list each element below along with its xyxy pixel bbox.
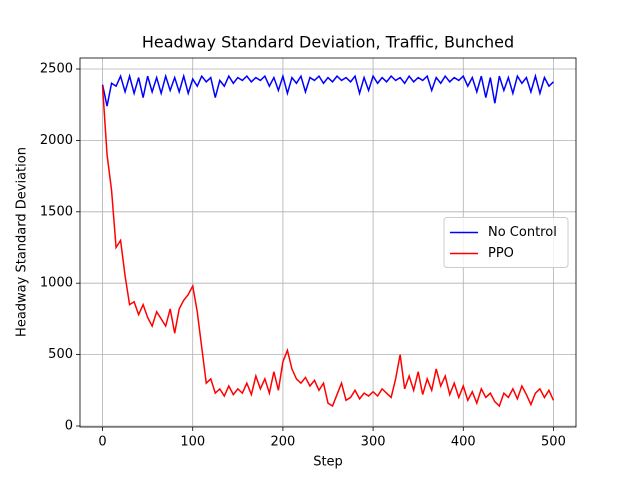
x-tick-label: 400: [451, 435, 476, 450]
y-tick-label: 2000: [40, 133, 73, 148]
x-tick-label: 500: [541, 435, 566, 450]
x-tick-label: 0: [98, 435, 106, 450]
y-tick-label: 1500: [40, 204, 73, 219]
chart-title: Headway Standard Deviation, Traffic, Bun…: [142, 33, 514, 52]
plot-frame: [79, 57, 577, 428]
y-axis-label: Headway Standard Deviation: [15, 147, 30, 337]
y-tick-label: 2500: [40, 61, 73, 76]
y-tick-label: 0: [65, 419, 73, 434]
x-axis-label: Step: [313, 455, 343, 470]
x-tick-label: 300: [361, 435, 386, 450]
legend-box: [443, 217, 569, 268]
legend-label: No Control: [488, 225, 557, 240]
series-line: [101, 86, 555, 408]
y-tick-label: 1000: [40, 276, 73, 291]
x-tick-label: 100: [180, 435, 205, 450]
legend-label: PPO: [488, 246, 514, 261]
y-tick-label: 500: [48, 347, 73, 362]
x-tick-label: 200: [270, 435, 295, 450]
series-line: [101, 73, 554, 107]
